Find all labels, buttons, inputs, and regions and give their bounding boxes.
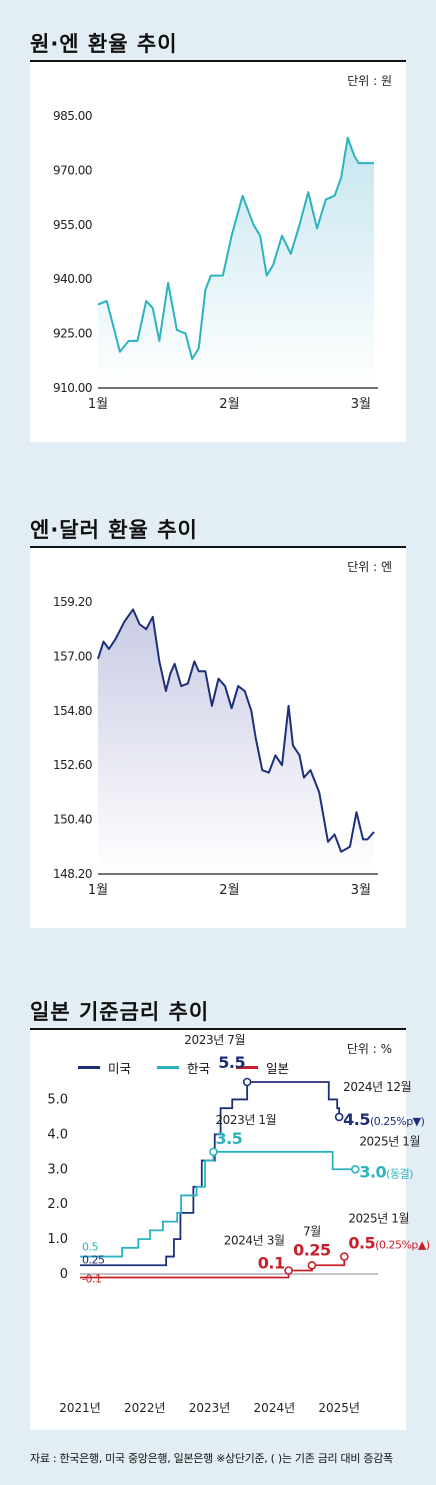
chart3-annotation-value: 4.5(0.25%p▼) [343, 1110, 425, 1129]
chart3-annotation-delta: (0.25%p▼) [370, 1115, 425, 1128]
legend-item-us: 미국 [78, 1058, 131, 1077]
chart3-svg: 0 1.0 2.0 3.0 4.0 5.0 2021년 2022년 2023년 2024년 2025… [47, 1033, 430, 1415]
chart3-annotation-value: 5.5 [218, 1053, 245, 1072]
chart3-x-tick-label: 2023년 [189, 1401, 231, 1415]
chart3-title-rule [30, 1028, 406, 1030]
chart3-annotation-date: 2023년 1월 [215, 1113, 276, 1127]
chart3-annotation-value: 0.5(0.25%p▲) [348, 1234, 430, 1253]
chart3-annotation-date: 7월 [303, 1224, 321, 1238]
legend-item-korea: 한국 [157, 1058, 210, 1077]
chart3-y-tick-label: 4.0 [47, 1127, 68, 1142]
legend-label-us: 미국 [108, 1061, 132, 1076]
chart1-y-tick-label: 910.00 [53, 381, 92, 395]
chart1-y-tick-label: 985.00 [53, 109, 92, 123]
source-note: 자료 : 한국은행, 미국 중앙은행, 일본은행 ※상단기준, ( )는 기존 … [30, 1452, 393, 1465]
legend-item-japan: 일본 [236, 1058, 289, 1077]
chart3-annotation-delta: (동결) [386, 1167, 413, 1180]
chart3-annotation-marker [307, 1260, 317, 1270]
chart3-annotation-marker [284, 1266, 293, 1275]
chart2-svg: 148.20 150.40 152.60 154.80 157.00 159.20 1월 2월… [53, 595, 378, 898]
chart1-x-tick-label: 1월 [88, 397, 108, 412]
chart3-x-tick-label: 2024년 [254, 1401, 296, 1415]
chart3-annotation-value: 0.25 [293, 1240, 331, 1259]
chart3-annotation-value: 0.1 [258, 1254, 285, 1273]
chart3-annotation-date: 2024년 12월 [343, 1080, 411, 1094]
chart1-y-tick-label: 970.00 [53, 163, 92, 177]
chart3-start-label: 0.5 [82, 1241, 98, 1254]
chart2-area-fill [98, 609, 374, 874]
chart3-series-line-japan [80, 1256, 346, 1279]
chart3-y-tick-label: 5.0 [47, 1092, 68, 1107]
chart1-y-tick-label: 955.00 [53, 218, 92, 232]
chart3-unit-label: 단위 : % [346, 1042, 392, 1056]
chart3-annotation-marker [209, 1147, 218, 1157]
chart1-x-tick-label: 2월 [219, 397, 239, 412]
chart1-title-rule [30, 60, 406, 62]
chart1-y-tick-label: 925.00 [53, 327, 92, 341]
chart3-annotation-value: 3.0(동결) [359, 1162, 413, 1181]
legend-swatch-korea [157, 1066, 180, 1069]
chart3-series-line-korea [80, 1150, 356, 1258]
chart3-start-label: -0.1 [82, 1272, 101, 1285]
legend-swatch-japan [236, 1066, 259, 1069]
chart1-title: 원·엔 환율 추이 [30, 32, 178, 56]
legend-label-japan: 일본 [266, 1061, 290, 1076]
chart2-y-tick-label: 157.00 [53, 649, 92, 663]
chart2-x-tick-label: 3월 [351, 883, 371, 898]
chart3-y-tick-label: 2.0 [47, 1197, 68, 1212]
chart3-legend: 미국 한국 일본 [78, 1058, 289, 1077]
chart2-y-tick-label: 154.80 [53, 704, 92, 718]
chart1-svg: 910.00 925.00 940.00 955.00 970.00 985.00 1월 2월… [53, 109, 378, 412]
chart2-panel: 단위 : 엔 148.20 150.40 152.60 154.80 157.00 159… [30, 548, 406, 928]
chart3-start-label: 0.25 [82, 1253, 105, 1266]
chart3-series-line-us [80, 1081, 341, 1267]
chart3-panel: 단위 : % 미국 한국 일본 0 1.0 2.0 3.0 4.0 5.0 2021년 202… [30, 1030, 430, 1430]
chart2-y-tick-label: 159.20 [53, 595, 92, 609]
chart3-title: 일본 기준금리 추이 [30, 1000, 210, 1024]
chart3-annotation-marker [351, 1164, 360, 1174]
chart3-annotation-marker [334, 1112, 344, 1122]
chart2-series-line [97, 608, 375, 853]
chart3-annotation-date: 2024년 3월 [224, 1234, 285, 1248]
chart2-x-tick-label: 2월 [219, 883, 239, 898]
chart3-annotation-marker [242, 1077, 252, 1087]
chart3-annotation-date: 2025년 1월 [359, 1134, 420, 1148]
chart2-unit-label: 단위 : 엔 [347, 560, 392, 574]
chart3-y-tick-label: 0 [60, 1267, 68, 1282]
chart3-annotation-date: 2023년 7월 [184, 1033, 245, 1047]
chart2-y-tick-label: 152.60 [53, 758, 92, 772]
chart2-title-rule [30, 546, 406, 548]
legend-swatch-us [78, 1066, 100, 1069]
chart2-title: 엔·달러 환율 추이 [30, 518, 198, 542]
chart1-panel: 단위 : 원 910.00 925.00 940.00 955.00 970.00 985… [30, 62, 406, 442]
chart2-x-tick-label: 1월 [88, 883, 108, 898]
chart3-x-tick-label: 2025년 [318, 1401, 360, 1415]
chart2-y-tick-label: 148.20 [53, 867, 92, 881]
chart3-x-tick-label: 2022년 [124, 1401, 166, 1415]
chart3-y-tick-label: 3.0 [47, 1162, 68, 1177]
chart3-annotation-marker [340, 1252, 349, 1261]
chart1-x-tick-label: 3월 [351, 397, 371, 412]
chart3-annotation-value: 3.5 [215, 1129, 242, 1148]
legend-label-korea: 한국 [187, 1061, 211, 1076]
chart3-annotation-date: 2025년 1월 [348, 1212, 409, 1226]
chart1-area-fill [98, 137, 374, 388]
chart1-y-tick-label: 940.00 [53, 272, 92, 286]
chart3-x-tick-label: 2021년 [59, 1401, 101, 1415]
chart3-annotation-delta: (0.25%p▲) [375, 1239, 430, 1252]
chart3-y-tick-label: 1.0 [47, 1232, 68, 1247]
chart1-unit-label: 단위 : 원 [347, 74, 392, 88]
chart1-series-line [97, 136, 374, 360]
chart2-y-tick-label: 150.40 [53, 813, 92, 827]
